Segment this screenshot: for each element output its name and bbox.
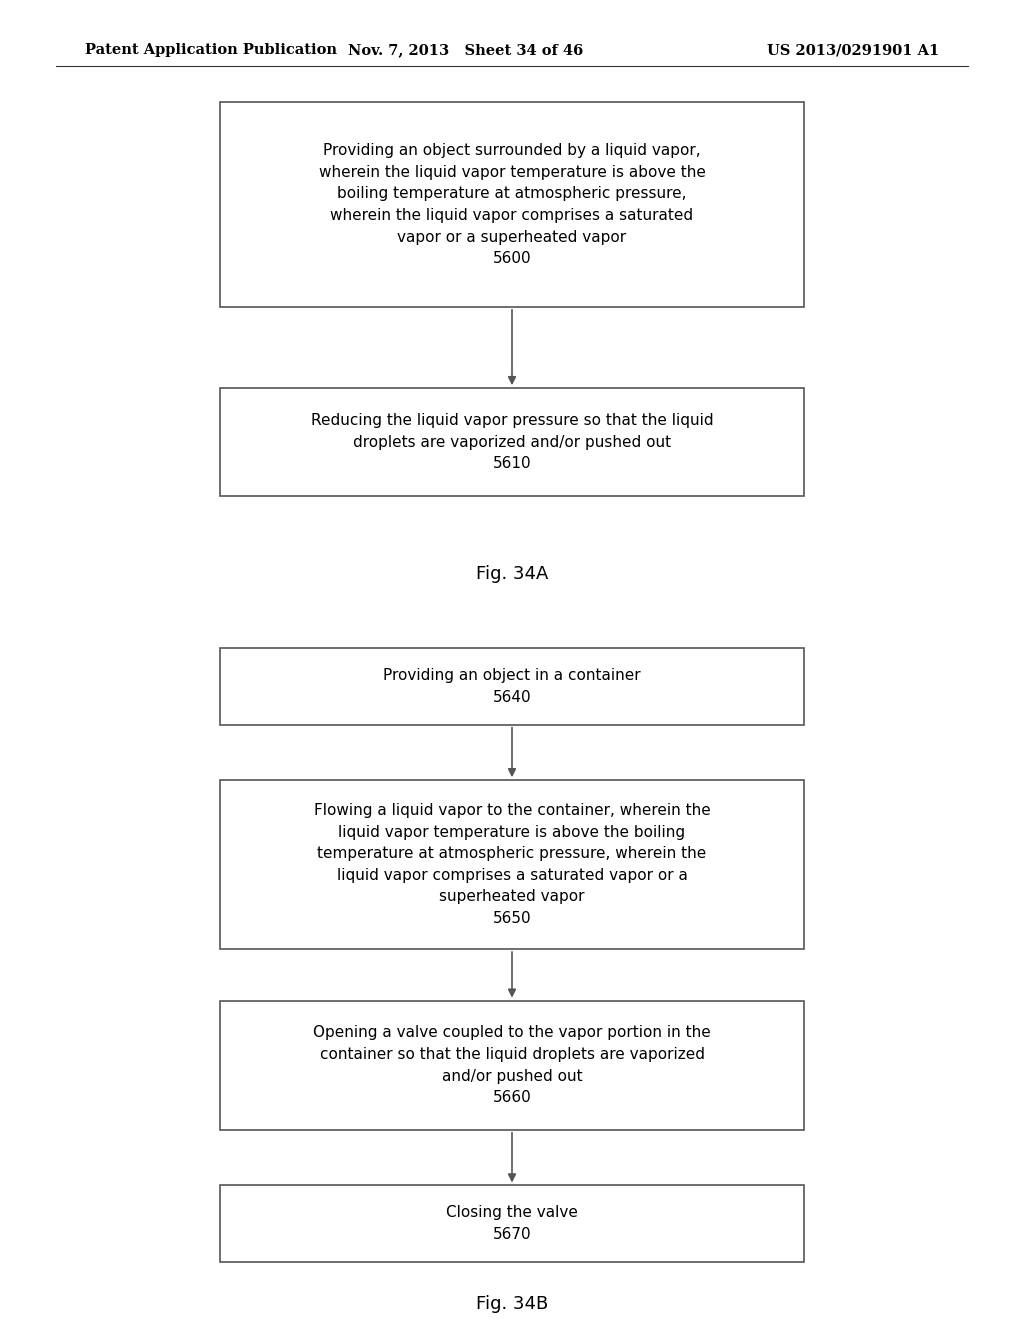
FancyBboxPatch shape	[220, 648, 804, 725]
Text: Patent Application Publication: Patent Application Publication	[85, 44, 337, 57]
FancyBboxPatch shape	[220, 103, 804, 308]
Text: Providing an object surrounded by a liquid vapor,
wherein the liquid vapor tempe: Providing an object surrounded by a liqu…	[318, 143, 706, 267]
FancyBboxPatch shape	[220, 1185, 804, 1262]
Text: Nov. 7, 2013   Sheet 34 of 46: Nov. 7, 2013 Sheet 34 of 46	[348, 44, 584, 57]
Text: Fig. 34B: Fig. 34B	[476, 1295, 548, 1313]
Text: Closing the valve
5670: Closing the valve 5670	[446, 1205, 578, 1242]
FancyBboxPatch shape	[220, 1001, 804, 1130]
Text: Flowing a liquid vapor to the container, wherein the
liquid vapor temperature is: Flowing a liquid vapor to the container,…	[313, 803, 711, 927]
FancyBboxPatch shape	[220, 388, 804, 496]
Text: Reducing the liquid vapor pressure so that the liquid
droplets are vaporized and: Reducing the liquid vapor pressure so th…	[310, 413, 714, 471]
FancyBboxPatch shape	[220, 780, 804, 949]
Text: Providing an object in a container
5640: Providing an object in a container 5640	[383, 668, 641, 705]
Text: US 2013/0291901 A1: US 2013/0291901 A1	[767, 44, 939, 57]
Text: Fig. 34A: Fig. 34A	[476, 565, 548, 583]
Text: Opening a valve coupled to the vapor portion in the
container so that the liquid: Opening a valve coupled to the vapor por…	[313, 1026, 711, 1105]
